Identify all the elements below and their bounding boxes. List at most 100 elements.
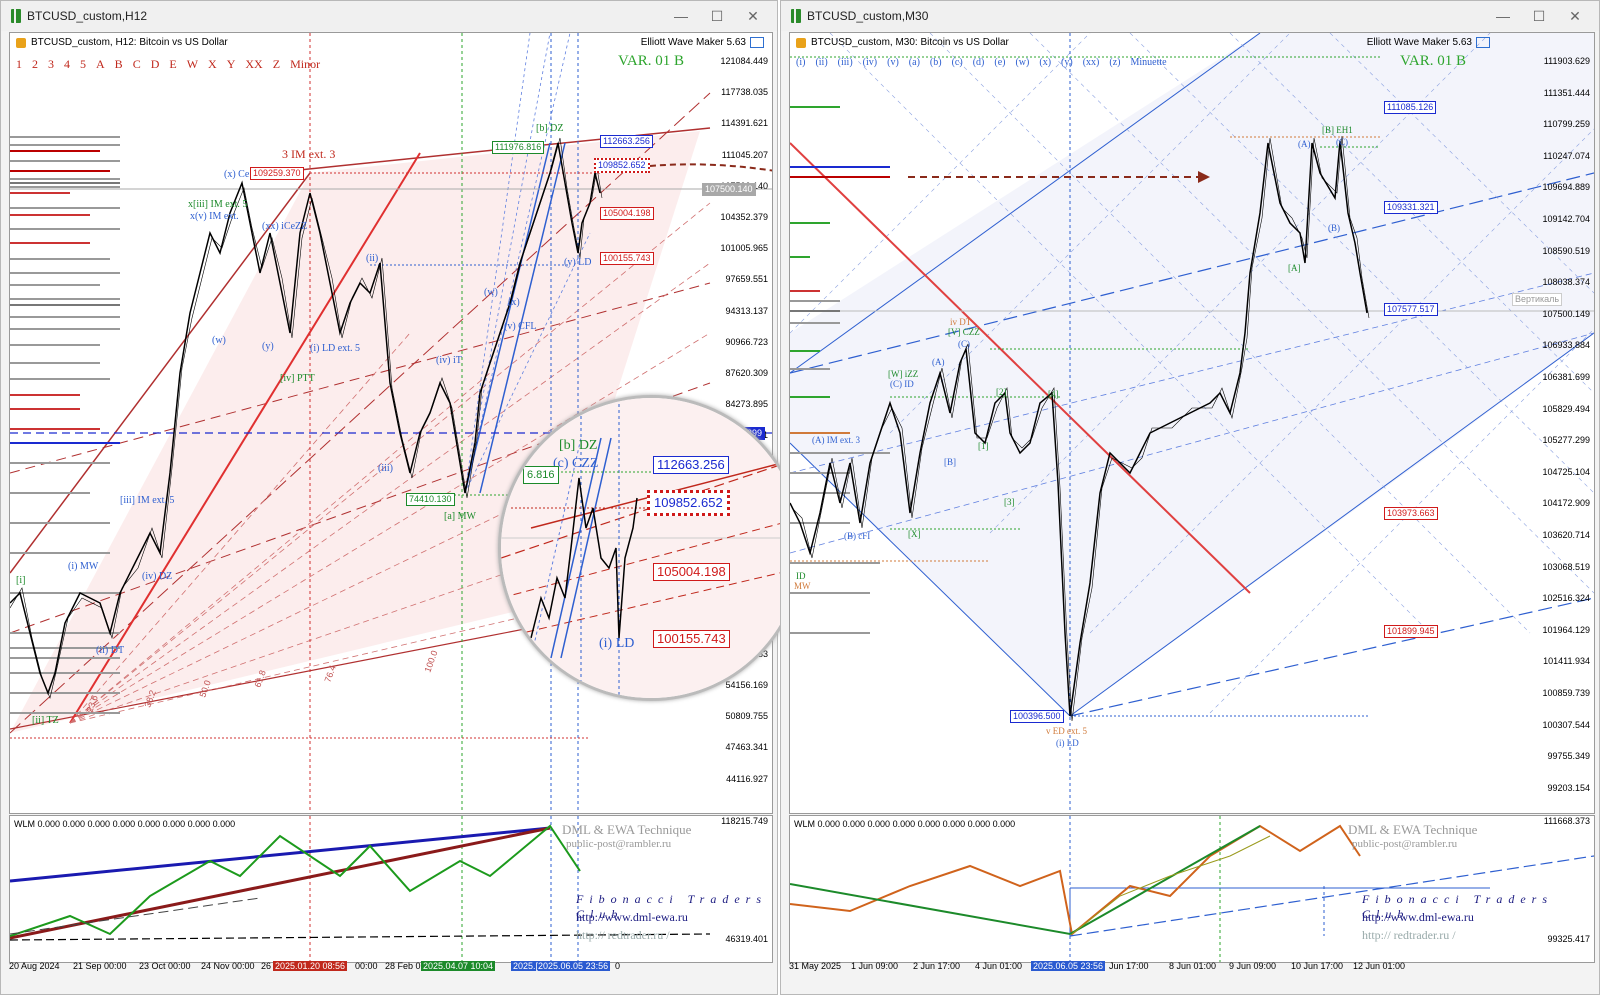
wave-degree-button[interactable]: (c) bbox=[951, 57, 963, 68]
annotation-ii: (ii) bbox=[366, 253, 379, 264]
annotation-id: ID bbox=[796, 571, 806, 581]
wave-degree-button[interactable]: XX bbox=[245, 57, 263, 71]
annotation-x-lbl: [X] bbox=[908, 529, 921, 539]
close-button[interactable]: ✕ bbox=[1569, 8, 1581, 24]
wave-degree-button[interactable]: (e) bbox=[994, 57, 1006, 68]
minimize-button[interactable]: — bbox=[674, 8, 688, 24]
right-chart-window[interactable]: BTCUSD_custom,M30 — ☐ ✕ bbox=[780, 0, 1600, 995]
price-scale-label: 110799.259 bbox=[1543, 119, 1590, 130]
annotation-a-im: (A) IM ext. 3 bbox=[812, 435, 860, 445]
watermark-url2[interactable]: http:// redtrader.ru / bbox=[576, 928, 670, 942]
annotation-c-id: (C) ID bbox=[890, 379, 914, 389]
wave-degree-button[interactable]: (xx) bbox=[1082, 57, 1100, 68]
annotation-i-mw: (i) MW bbox=[68, 561, 99, 572]
wave-degree-button[interactable]: X bbox=[208, 57, 217, 71]
wave-degree-button[interactable]: (iv) bbox=[862, 57, 878, 68]
price-scale-label: 99203.154 bbox=[1547, 782, 1590, 793]
watermark-technique: DML & EWA Technique bbox=[1348, 822, 1478, 837]
wave-degree-button[interactable]: (w) bbox=[1015, 57, 1030, 68]
right-oscillator-panel[interactable]: WLM 0.000 0.000 0.000 0.000 0.000 0.000 … bbox=[789, 815, 1595, 963]
maximize-button[interactable]: ☐ bbox=[710, 8, 724, 24]
watermark-technique: DML & EWA Technique bbox=[562, 822, 692, 837]
annotation-x2: (x) bbox=[508, 297, 520, 308]
annotation-a-mw: [a] MW bbox=[444, 511, 476, 522]
price-scale-label: 107500.149 bbox=[1542, 308, 1590, 319]
wave-degree-button[interactable]: 5 bbox=[80, 57, 86, 71]
time-label: 12 Jun 01:00 bbox=[1353, 961, 1406, 971]
wave-degree-button[interactable]: 1 bbox=[16, 57, 22, 71]
right-time-row: 31 May 2025 1 Jun 09:00 2 Jun 17:00 4 Ju… bbox=[789, 961, 1593, 975]
watermark-email: public-post@rambler.ru bbox=[566, 838, 672, 850]
wave-degree-button[interactable]: Z bbox=[272, 57, 281, 71]
wave-degree-button[interactable]: (y) bbox=[1061, 57, 1073, 68]
price-scale-label: 102516.324 bbox=[1542, 593, 1590, 604]
annotation-two: [2] bbox=[996, 387, 1007, 397]
price-scale-label: 108038.374 bbox=[1542, 277, 1590, 288]
annotation-three: [3] bbox=[1004, 497, 1015, 507]
left-oscillator-drawing bbox=[10, 816, 711, 962]
watermark-url2[interactable]: http:// redtrader.ru / bbox=[1362, 928, 1456, 942]
wave-degree-button[interactable]: (v) bbox=[887, 57, 899, 68]
time-label: 24 Nov 00:00 bbox=[201, 961, 255, 971]
wave-degree-button[interactable]: (iii) bbox=[837, 57, 853, 68]
price-scale-label: 104725.104 bbox=[1542, 466, 1590, 477]
wave-degree-button[interactable]: E bbox=[169, 57, 177, 71]
wave-degree-toolbar[interactable]: (i) (ii) (iii) (iv) (v) (a) (b) (c) (d) (e) (w) (x)… bbox=[796, 57, 1177, 68]
close-button[interactable]: ✕ bbox=[747, 8, 759, 24]
wave-degree-button[interactable]: (z) bbox=[1109, 57, 1121, 68]
price-scale-label: 117738.035 bbox=[721, 87, 768, 98]
annotation-a-mid: [A] bbox=[1288, 263, 1301, 273]
annotation-b-cfi: (B) cFI bbox=[844, 531, 871, 541]
right-window-titlebar[interactable]: BTCUSD_custom,M30 — ☐ ✕ bbox=[781, 1, 1599, 31]
left-window-titlebar[interactable]: BTCUSD_custom,H12 — ☐ ✕ bbox=[1, 1, 777, 31]
zoom-czz: (c) CZZ bbox=[553, 456, 599, 471]
wave-degree-button[interactable]: Minuette bbox=[1130, 57, 1167, 68]
price-tag-109259: 109259.370 bbox=[250, 167, 304, 180]
price-scale-label: 90966.723 bbox=[725, 336, 768, 347]
wave-degree-button[interactable]: A bbox=[96, 57, 105, 71]
left-oscillator-panel[interactable]: WLM 0.000 0.000 0.000 0.000 0.000 0.000 … bbox=[9, 815, 773, 963]
price-scale-label: 105829.494 bbox=[1542, 403, 1590, 414]
price-scale-label: 99755.349 bbox=[1547, 751, 1590, 762]
graduation-cap-icon bbox=[1476, 37, 1490, 48]
annotation-y: (y) bbox=[262, 341, 274, 352]
annotation-c1: (C) bbox=[958, 339, 970, 349]
wave-degree-button[interactable]: 4 bbox=[64, 57, 70, 71]
annotation-ii-tz: [ii] TZ bbox=[32, 715, 59, 726]
wave-degree-button[interactable]: B bbox=[114, 57, 123, 71]
maximize-button[interactable]: ☐ bbox=[1532, 8, 1546, 24]
right-price-chart[interactable]: BTCUSD_custom, M30: Bitcoin vs US Dollar… bbox=[789, 32, 1595, 814]
wave-degree-button[interactable]: (ii) bbox=[815, 57, 828, 68]
wave-degree-button[interactable]: Y bbox=[226, 57, 236, 71]
price-scale-label: 44116.927 bbox=[726, 773, 768, 784]
wave-degree-button[interactable]: (x) bbox=[1039, 57, 1052, 68]
wave-degree-button[interactable]: 3 bbox=[48, 57, 54, 71]
time-label: 10 Jun 17:00 bbox=[1291, 961, 1344, 971]
wave-degree-button[interactable]: Minor bbox=[290, 57, 321, 71]
annotation-xiii-im: x[iii] IM ext. 5 bbox=[188, 199, 248, 210]
price-scale-label: 104172.909 bbox=[1542, 498, 1590, 509]
wave-degree-button[interactable]: (a) bbox=[908, 57, 920, 68]
wave-degree-button[interactable]: (b) bbox=[929, 57, 942, 68]
wave-degree-button[interactable]: (d) bbox=[972, 57, 985, 68]
price-tag-100396: 100396.500 bbox=[1010, 710, 1064, 723]
wave-degree-button[interactable]: C bbox=[132, 57, 141, 71]
minimize-button[interactable]: — bbox=[1496, 8, 1510, 24]
watermark-url[interactable]: http://www.dml-ewa.ru bbox=[576, 910, 688, 924]
symbol-icon bbox=[796, 37, 806, 48]
left-chart-window[interactable]: BTCUSD_custom,H12 — ☐ ✕ bbox=[0, 0, 778, 995]
zoom-tag-112663: 112663.256 bbox=[653, 456, 729, 474]
price-tag-105004: 105004.198 bbox=[600, 207, 654, 220]
left-window-title: BTCUSD_custom,H12 bbox=[27, 9, 148, 23]
wave-degree-button[interactable]: D bbox=[150, 57, 160, 71]
wave-degree-button[interactable]: 2 bbox=[32, 57, 38, 71]
wave-degree-button[interactable]: (i) bbox=[796, 57, 806, 68]
wave-degree-button[interactable]: W bbox=[186, 57, 199, 71]
wave-degree-toolbar[interactable]: 1 2 3 4 5 A B C D E W X Y XX Z Minor bbox=[16, 57, 330, 72]
annotation-i-ld: (i) LD ext. 5 bbox=[310, 343, 360, 354]
zoom-tag-109852-highlighted: 109852.652 bbox=[647, 490, 730, 516]
watermark-url[interactable]: http://www.dml-ewa.ru bbox=[1362, 910, 1474, 924]
price-scale-label: 100307.544 bbox=[1542, 719, 1590, 730]
annotation-iii-im: [iii] IM ext. 5 bbox=[120, 495, 175, 506]
variant-label: VAR. 01 B bbox=[618, 53, 684, 69]
